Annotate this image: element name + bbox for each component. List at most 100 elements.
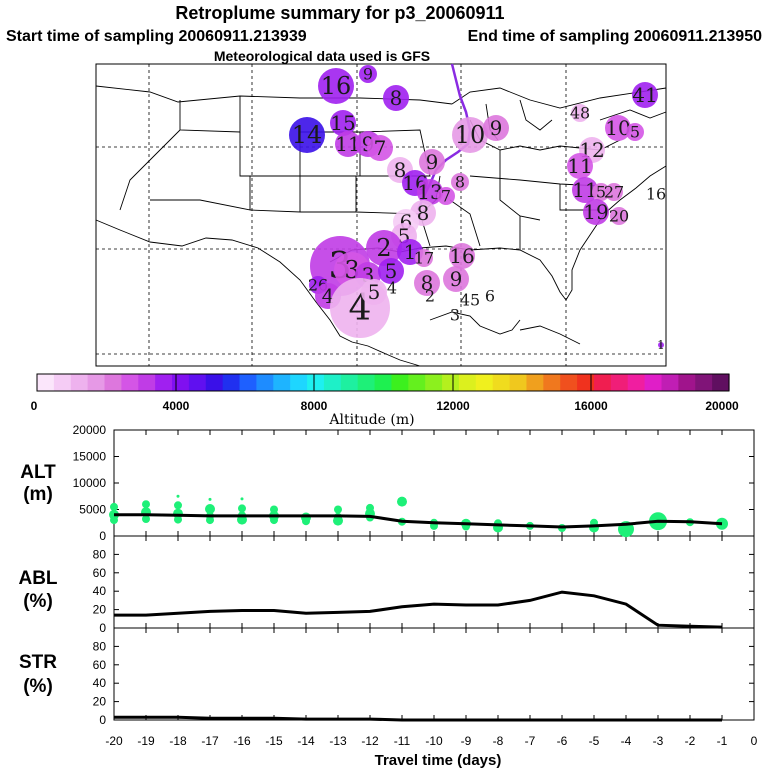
colorbar-swatch bbox=[256, 374, 274, 391]
alt-scatter-point bbox=[333, 515, 343, 526]
alt-scatter-point bbox=[334, 505, 342, 514]
colorbar-swatch bbox=[37, 374, 55, 391]
plume-bubble bbox=[335, 131, 361, 157]
alt-scatter-point bbox=[240, 497, 244, 501]
bubble-day-label: 20 bbox=[609, 206, 629, 225]
time-series-panels: ALT (m) ABL (%) STR (%) 2000015000100005… bbox=[18, 423, 757, 768]
plume-bubble bbox=[626, 123, 644, 141]
x-tick-label: -17 bbox=[201, 734, 219, 748]
x-tick-label: -7 bbox=[525, 734, 536, 748]
colorbar-swatch bbox=[70, 374, 89, 391]
bubble-day-label: 15 bbox=[330, 111, 355, 135]
str-series-line bbox=[114, 715, 722, 722]
colorbar-swatch bbox=[53, 374, 72, 391]
plume-bubble bbox=[378, 258, 404, 284]
alt-scatter-point bbox=[397, 496, 407, 507]
colorbar-swatch bbox=[121, 374, 139, 391]
alt-series-line bbox=[114, 513, 723, 529]
colorbar-tick: 16000 bbox=[574, 399, 608, 413]
str-y-ticks: 80 60 40 20 0 bbox=[93, 628, 755, 727]
y-tick-label: 60 bbox=[93, 658, 107, 672]
x-tick-label: -2 bbox=[685, 734, 696, 748]
bubble-day-label: 9 bbox=[450, 267, 463, 291]
colorbar-swatch bbox=[357, 374, 376, 391]
bubble-day-label: 9 bbox=[426, 150, 439, 174]
plume-bubble bbox=[572, 177, 598, 203]
colorbar-tick: 0 bbox=[31, 399, 38, 413]
colorbar-swatch bbox=[391, 374, 409, 391]
bubble-day-label: 8 bbox=[455, 172, 465, 191]
bubble-day-label: 4 bbox=[387, 278, 397, 297]
bubble-day-label: 16 bbox=[646, 184, 666, 203]
colorbar-swatch bbox=[610, 374, 629, 391]
colorbar-swatches bbox=[37, 374, 730, 391]
alt-y-ticks: 20000 15000 10000 5000 0 bbox=[73, 423, 755, 543]
colorbar-swatch bbox=[239, 374, 258, 391]
plume-bubble bbox=[583, 199, 609, 225]
colorbar-tick: 20000 bbox=[705, 399, 739, 413]
bubble-layer: 1698151411971099881613786521171633359822… bbox=[289, 64, 666, 352]
y-tick-label: 0 bbox=[99, 621, 106, 635]
bubble-day-label: 2 bbox=[425, 286, 435, 305]
alt-scatter-point bbox=[270, 505, 278, 514]
plume-bubble bbox=[632, 82, 658, 108]
bubble-day-label: 17 bbox=[414, 248, 434, 267]
bubble-day-label: 8 bbox=[394, 158, 407, 182]
plume-bubble bbox=[419, 149, 445, 175]
colorbar-frame bbox=[36, 373, 730, 392]
colorbar-swatch bbox=[374, 374, 393, 391]
alt-scatter-point bbox=[238, 504, 246, 513]
y-tick-label: 20000 bbox=[73, 423, 107, 437]
colorbar-swatch bbox=[678, 374, 696, 391]
bubble-day-label: 45 bbox=[460, 290, 480, 309]
start-time-label: Start time of sampling 20060911.213939 bbox=[6, 28, 307, 45]
alt-axis-label: ALT bbox=[20, 462, 56, 483]
plume-bubble bbox=[452, 117, 488, 153]
bubble-day-label: 5 bbox=[596, 182, 606, 201]
plume-bubble bbox=[359, 65, 377, 83]
plume-bubble bbox=[366, 230, 402, 266]
alt-scatter-point bbox=[270, 516, 278, 525]
alt-scatter-point bbox=[176, 494, 180, 498]
x-tick-label: -16 bbox=[233, 734, 251, 748]
colorbar-swatch bbox=[560, 374, 578, 391]
alt-scatter-point bbox=[110, 502, 118, 511]
colorbar-swatch bbox=[307, 374, 325, 391]
x-axis-ticks: -20 -19 -18 -17 -16 -15 -14 -13 -12 -11 -10 -9 -8 -7-… bbox=[105, 734, 757, 748]
colorbar-swatch bbox=[712, 374, 730, 391]
bubble-day-label: 6 bbox=[485, 286, 495, 305]
met-data-label: Meteorological data used is GFS bbox=[214, 48, 430, 64]
str-axis-label: STR bbox=[19, 652, 57, 673]
abl-y-ticks: 80 60 40 20 0 bbox=[93, 536, 755, 635]
colorbar-swatch bbox=[458, 374, 477, 391]
x-tick-label: -18 bbox=[169, 734, 187, 748]
bubble-day-label: 48 bbox=[570, 103, 590, 122]
colorbar-swatch bbox=[425, 374, 443, 391]
x-tick-label: -11 bbox=[394, 734, 411, 748]
plume-bubble bbox=[449, 243, 475, 269]
abl-axis-unit: (%) bbox=[23, 591, 53, 612]
plume-bubble bbox=[415, 249, 433, 267]
y-tick-label: 40 bbox=[93, 584, 107, 598]
alt-scatter-point bbox=[174, 515, 182, 524]
str-panel-frame bbox=[113, 627, 755, 721]
figure-title: Retroplume summary for p3_20060911 bbox=[175, 3, 504, 23]
y-tick-label: 60 bbox=[93, 566, 107, 580]
plume-bubble bbox=[658, 342, 664, 348]
str-axis-unit: (%) bbox=[23, 676, 53, 697]
bubble-day-label: 7 bbox=[441, 186, 451, 205]
y-tick-label: 5000 bbox=[79, 503, 106, 517]
bubble-day-label: 27 bbox=[604, 182, 624, 201]
bubble-day-label: 11 bbox=[567, 154, 592, 178]
x-tick-label: -19 bbox=[137, 734, 155, 748]
y-tick-label: 80 bbox=[93, 547, 107, 561]
colorbar-swatch bbox=[408, 374, 426, 391]
colorbar-swatch bbox=[290, 374, 308, 391]
bubble-day-label: 5 bbox=[630, 122, 640, 141]
bubble-day-label: 2 bbox=[376, 234, 391, 262]
plume-bubble bbox=[571, 104, 589, 122]
bubble-day-label: 7 bbox=[374, 136, 387, 160]
colorbar-swatch bbox=[138, 374, 156, 391]
colorbar-swatch bbox=[273, 374, 291, 391]
